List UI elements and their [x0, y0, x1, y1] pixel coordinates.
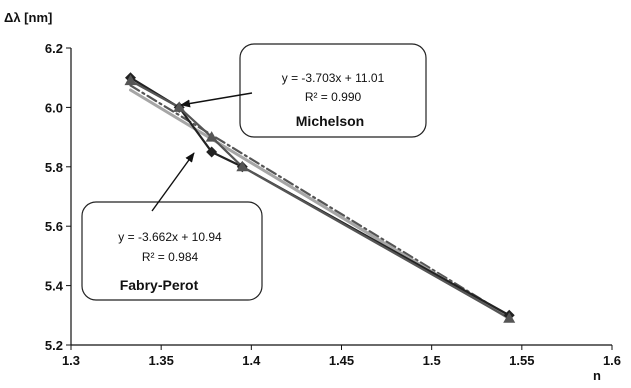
data-point-fabry-perot [173, 101, 186, 112]
annotation-fabry-label: Fabry-Perot [120, 277, 199, 293]
data-point-fabry-perot [236, 160, 249, 172]
y-tick-label: 6.0 [45, 100, 63, 115]
annotation-fabry-equation: y = -3.662x + 10.94 [118, 230, 222, 244]
annotation-michelson-arrow [180, 92, 253, 108]
annotation-michelson-label: Michelson [296, 113, 364, 129]
x-tick-label: 1.3 [62, 353, 80, 368]
annotation-fabry: y = -3.662x + 10.94 R² = 0.984 Fabry-Per… [81, 152, 263, 301]
x-tick-label: 1.6 [603, 353, 621, 368]
x-tick-label: 1.45 [329, 353, 354, 368]
data-point-michelson [206, 146, 218, 158]
data-point-fabry-perot [503, 312, 516, 323]
annotation-fabry-r2: R² = 0.984 [142, 250, 199, 264]
x-tick-label: 1.4 [242, 353, 261, 368]
y-tick-label: 6.2 [45, 41, 63, 56]
y-tick-label: 5.4 [45, 279, 64, 294]
y-tick-label: 5.8 [45, 160, 63, 175]
annotation-michelson: y = -3.703x + 11.01 R² = 0.990 Michelson [180, 43, 427, 138]
ticks: 1.3 1.35 1.4 1.45 1.5 1.55 1.6 5.2 5.4 5.6 5.8 6.0 6… [45, 41, 621, 368]
y-tick-label: 5.6 [45, 219, 63, 234]
annotation-fabry-box [81, 201, 263, 301]
annotation-michelson-box [239, 43, 427, 138]
data-point-fabry-perot [205, 131, 218, 142]
x-tick-label: 1.5 [423, 353, 441, 368]
trendline-michelson [129, 84, 511, 318]
data-point-fabry-perot [124, 74, 137, 86]
x-tick-label: 1.35 [149, 353, 174, 368]
x-axis-title: n [593, 368, 601, 383]
annotation-michelson-equation: y = -3.703x + 11.01 [282, 71, 385, 85]
annotation-fabry-arrow [151, 152, 195, 212]
y-tick-label: 5.2 [45, 338, 63, 353]
x-tick-label: 1.55 [509, 353, 534, 368]
data-markers [124, 72, 516, 323]
annotation-michelson-r2: R² = 0.990 [305, 90, 362, 104]
y-axis-title: Δλ [nm] [4, 10, 52, 25]
